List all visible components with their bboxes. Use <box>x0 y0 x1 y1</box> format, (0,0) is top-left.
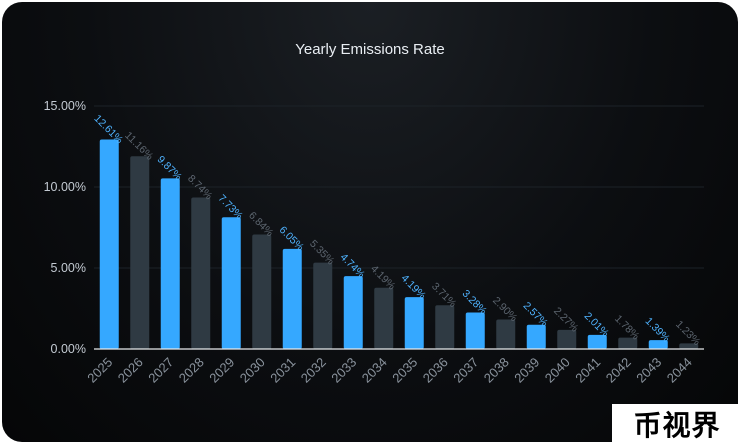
x-tick-label: 2044 <box>664 355 695 386</box>
y-tick-label: 0.00% <box>51 342 86 356</box>
bar-2026 <box>130 156 150 349</box>
bar-2031 <box>282 248 302 349</box>
x-tick-label: 2036 <box>420 355 451 386</box>
bar-2038 <box>496 319 516 349</box>
x-tick-label: 2032 <box>298 355 329 386</box>
y-axis: 0.00% 5.00% 10.00% 15.00% <box>44 99 86 356</box>
x-tick-label: 2041 <box>572 355 603 386</box>
bar-2037 <box>465 312 485 349</box>
x-tick-label: 2040 <box>542 355 573 386</box>
bar-2027 <box>160 178 180 349</box>
bar-2039 <box>526 324 546 349</box>
x-tick-label: 2026 <box>115 355 146 386</box>
x-tick-label: 2033 <box>328 355 359 386</box>
x-tick-label: 2037 <box>450 355 481 386</box>
x-tick-label: 2034 <box>359 355 390 386</box>
x-tick-label: 2043 <box>633 355 664 386</box>
bar-2025 <box>99 139 119 349</box>
x-tick-label: 2027 <box>145 355 176 386</box>
bars <box>99 139 699 349</box>
bar-2029 <box>221 217 241 349</box>
bar-2044 <box>679 343 699 349</box>
y-tick-label: 5.00% <box>51 261 86 275</box>
y-tick-label: 10.00% <box>44 180 86 194</box>
x-tick-label: 2042 <box>603 355 634 386</box>
bar-2040 <box>557 329 577 349</box>
x-axis: 2025 2026 2027 2028 2029 2030 2031 2032 2033 2034… <box>84 355 695 386</box>
bar-2042 <box>618 337 638 349</box>
y-tick-label: 15.00% <box>44 99 86 113</box>
x-tick-label: 2025 <box>84 355 115 386</box>
x-tick-label: 2039 <box>511 355 542 386</box>
bar-2028 <box>191 197 211 349</box>
bar-2033 <box>343 276 363 349</box>
bar-2035 <box>404 297 424 349</box>
x-tick-label: 2031 <box>267 355 298 386</box>
bar-2043 <box>648 340 668 349</box>
bar-2034 <box>374 287 394 349</box>
bar-2041 <box>587 334 607 349</box>
x-tick-label: 2035 <box>389 355 420 386</box>
bar-2030 <box>252 234 272 349</box>
bar-2032 <box>313 262 333 349</box>
x-tick-label: 2030 <box>237 355 268 386</box>
watermark-logo: 币视界 <box>612 404 742 444</box>
x-tick-label: 2038 <box>481 355 512 386</box>
grid-lines <box>94 105 704 269</box>
chart-title: Yearly Emissions Rate <box>295 41 445 58</box>
bar-2036 <box>435 305 455 349</box>
x-tick-label: 2029 <box>206 355 237 386</box>
data-labels: 12.61%11.16%9.87%8.74%7.73%6.84% 6.05% 5.3… <box>92 113 703 348</box>
x-tick-label: 2028 <box>176 355 207 386</box>
